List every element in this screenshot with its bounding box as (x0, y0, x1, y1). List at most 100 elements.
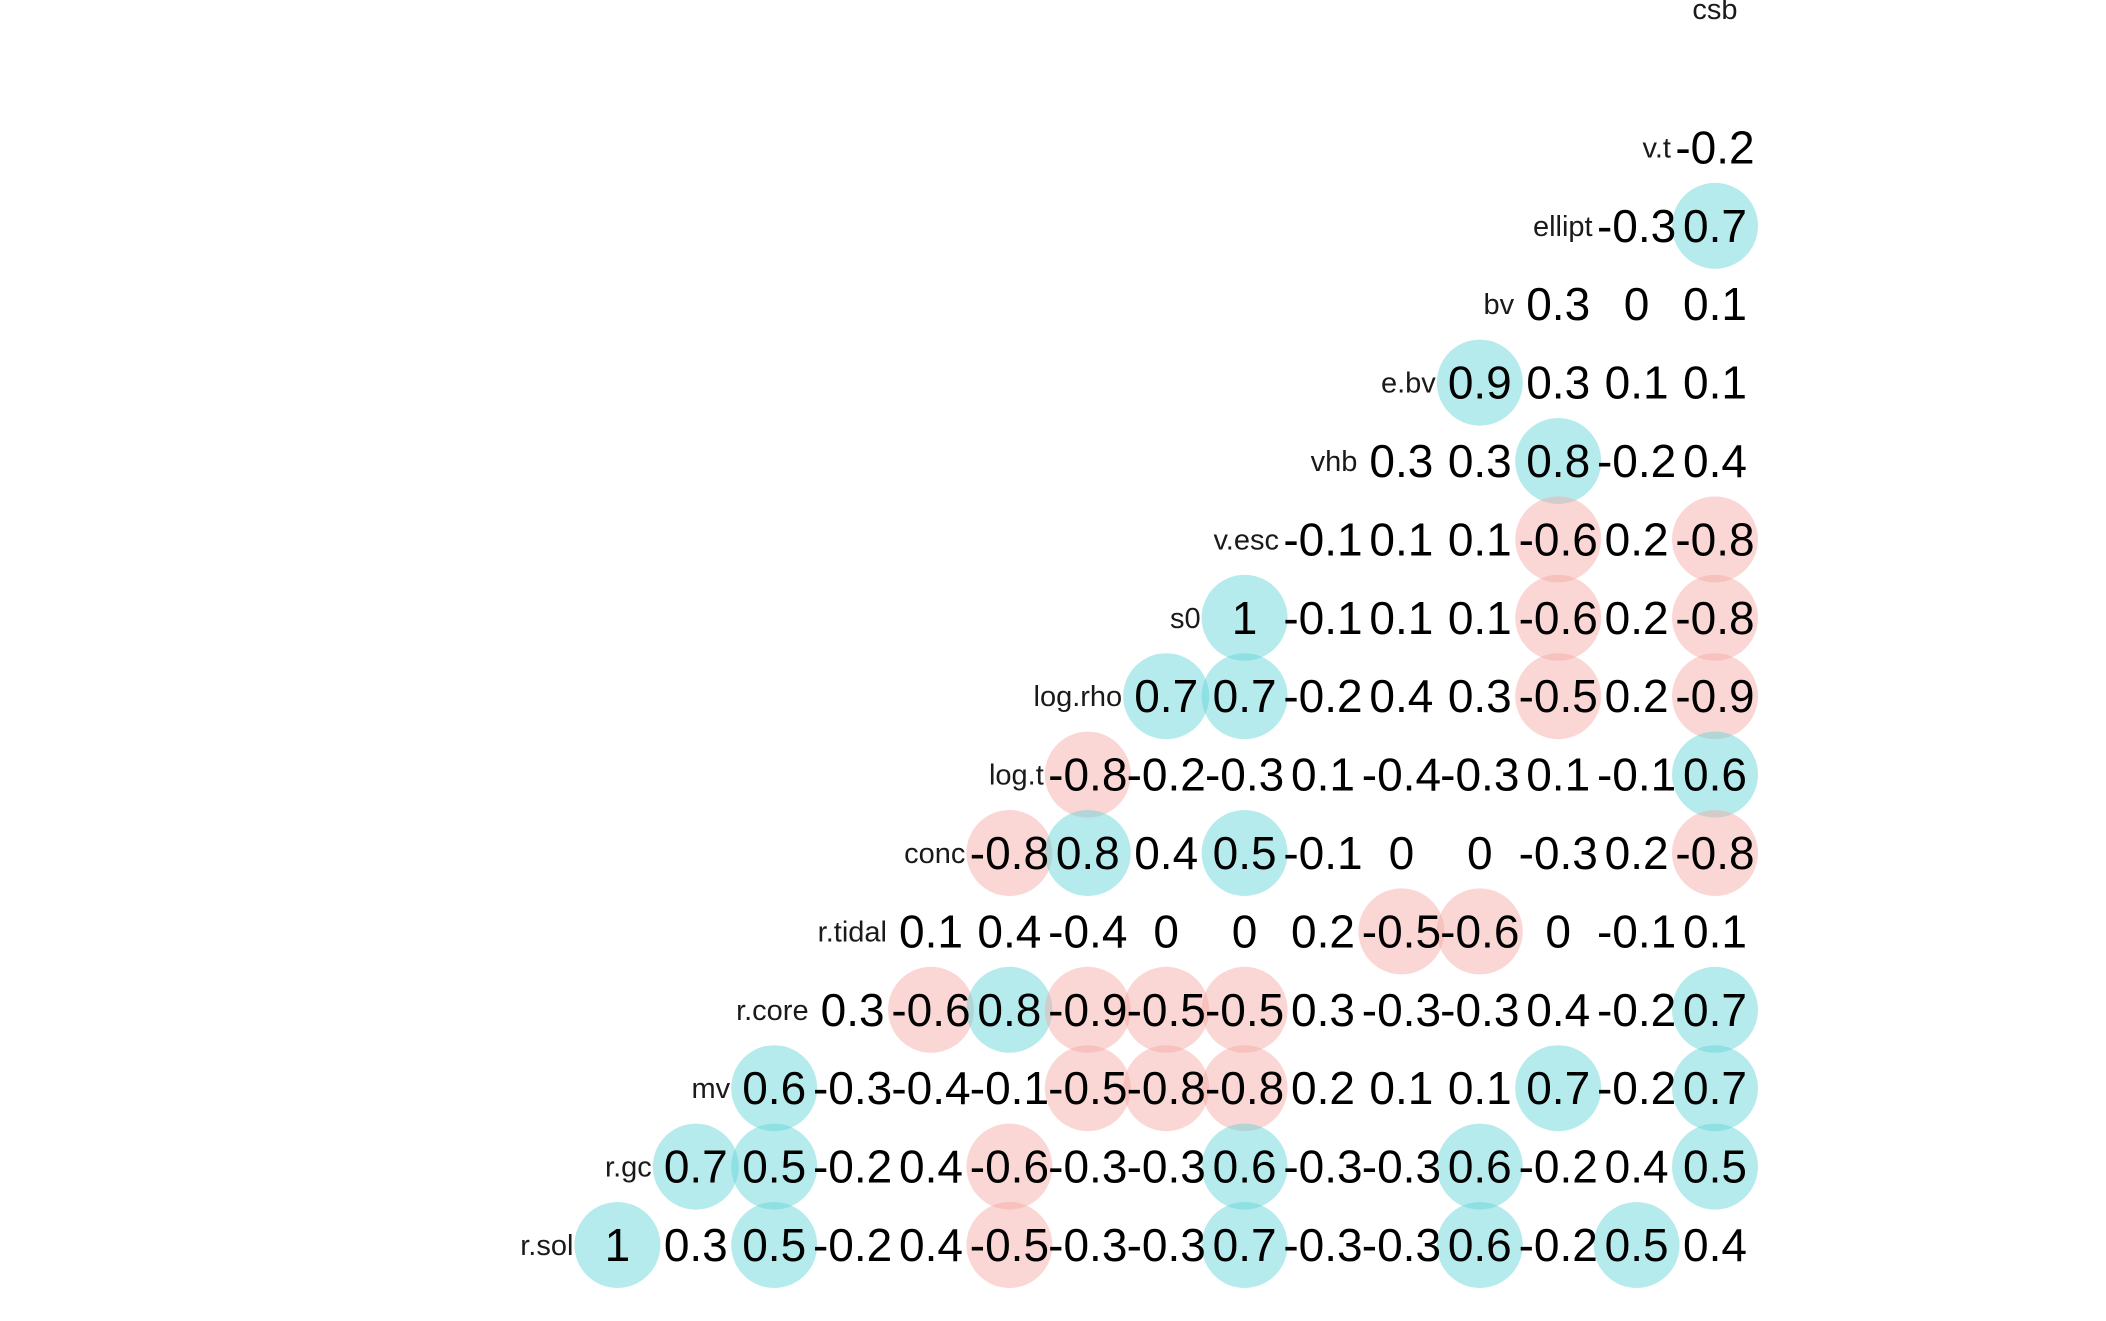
correlation-value: 0.7 (1134, 670, 1198, 722)
correlation-circle (1044, 966, 1131, 1053)
correlation-value: -0.4 (891, 1062, 970, 1114)
correlation-value: -0.3 (1127, 1219, 1206, 1271)
correlation-value: -0.2 (1519, 1219, 1598, 1271)
correlation-circle (1672, 966, 1758, 1053)
correlation-circle (1201, 966, 1288, 1053)
correlation-value: -0.3 (1519, 827, 1598, 879)
correlation-circle (1201, 1202, 1288, 1288)
correlation-value: 0.1 (1526, 749, 1590, 801)
correlation-value: 0.4 (1683, 435, 1747, 487)
correlation-value: -0.9 (1675, 670, 1754, 722)
correlation-value: -0.5 (1519, 670, 1598, 722)
correlation-circle (1515, 418, 1602, 504)
correlation-value: 0.3 (1526, 357, 1590, 409)
correlation-value: 0.9 (1448, 357, 1512, 409)
correlation-circle (1358, 888, 1445, 975)
row-label-r-gc: r.gc (605, 1152, 652, 1184)
correlation-value: 0.3 (1448, 435, 1512, 487)
correlation-value: 0.3 (1448, 670, 1512, 722)
correlation-value: -0.6 (1519, 592, 1598, 644)
correlation-value: 0.6 (1448, 1219, 1512, 1271)
row-label-v-t: v.t (1643, 132, 1671, 164)
correlation-value: -0.3 (1283, 1219, 1362, 1271)
correlation-value: 0.1 (1291, 749, 1355, 801)
correlation-value: 0.8 (1526, 435, 1590, 487)
row-label-csb: csb (1692, 0, 1737, 26)
correlation-circle (1593, 1202, 1680, 1288)
correlation-value: 0.1 (1683, 278, 1747, 330)
correlation-value: -0.3 (1205, 749, 1284, 801)
correlation-value: -0.1 (1283, 592, 1362, 644)
correlation-value: 0.4 (899, 1141, 963, 1193)
correlation-value: -0.8 (970, 827, 1049, 879)
correlation-value: 0.1 (1369, 592, 1433, 644)
correlation-value: 0.2 (1605, 513, 1669, 565)
correlation-value: -0.5 (1362, 905, 1441, 957)
correlation-circle (1123, 966, 1210, 1053)
correlation-value: 0.7 (1683, 1062, 1747, 1114)
correlation-circle (1436, 1202, 1523, 1288)
correlation-circle (1123, 653, 1210, 740)
correlation-circle (1672, 731, 1758, 818)
correlation-value: 0.2 (1605, 827, 1669, 879)
correlation-value: 0.1 (1369, 513, 1433, 565)
correlation-value: -0.5 (1205, 984, 1284, 1036)
correlation-value: -0.3 (1283, 1141, 1362, 1193)
correlation-value: 0 (1232, 905, 1258, 957)
correlation-value: -0.2 (1519, 1141, 1598, 1193)
correlation-circle (731, 1202, 818, 1288)
correlation-value: 0.1 (1448, 1062, 1512, 1114)
correlation-value: -0.8 (1675, 827, 1754, 879)
correlation-value: 0.3 (664, 1219, 728, 1271)
row-label-bv: bv (1484, 289, 1515, 321)
correlation-value: 0 (1467, 827, 1493, 879)
row-label-r-core: r.core (736, 995, 809, 1027)
correlation-values: -0.2-0.3 0.70.3 0 0.10.9 0.3 0.1 0.10.3 0.3 0.8-… (605, 121, 1755, 1271)
correlation-value: 0.3 (1291, 984, 1355, 1036)
row-label-e-bv: e.bv (1381, 368, 1436, 400)
correlation-value: -0.2 (1597, 1062, 1676, 1114)
correlation-value: 0.1 (899, 905, 963, 957)
row-label-mv: mv (692, 1073, 731, 1105)
correlation-circle (1201, 1045, 1288, 1132)
correlation-value: 0.2 (1291, 1062, 1355, 1114)
correlation-circle (1044, 1045, 1131, 1132)
correlation-circle (1436, 1123, 1523, 1210)
correlation-value: -0.6 (1440, 905, 1519, 957)
correlation-value: 0.2 (1605, 592, 1669, 644)
correlation-value: -0.4 (1362, 749, 1441, 801)
correlation-circle (1201, 653, 1288, 740)
correlation-value: 0.2 (1605, 670, 1669, 722)
correlation-circle (731, 1123, 818, 1210)
row-label-r-tidal: r.tidal (818, 916, 887, 948)
correlation-value: 0.6 (1683, 749, 1747, 801)
correlation-value: 0 (1624, 278, 1650, 330)
correlation-circle (1201, 1123, 1288, 1210)
correlation-value: 0.1 (1448, 513, 1512, 565)
correlation-value: 0.1 (1369, 1062, 1433, 1114)
correlation-value: 0.7 (1526, 1062, 1590, 1114)
row-label-log-rho: log.rho (1034, 681, 1123, 713)
correlation-value: -0.1 (970, 1062, 1049, 1114)
correlation-circle (652, 1123, 739, 1210)
row-label-ellipt: ellipt (1533, 211, 1593, 243)
correlation-value: -0.3 (1127, 1141, 1206, 1193)
correlation-circles (574, 182, 1758, 1288)
correlation-circle (1672, 1045, 1758, 1132)
correlation-value: 0.8 (1056, 827, 1120, 879)
correlation-value: -0.8 (1127, 1062, 1206, 1114)
correlation-value: -0.3 (1440, 749, 1519, 801)
correlation-value: -0.1 (1597, 905, 1676, 957)
correlation-value: 0.4 (1605, 1141, 1669, 1193)
correlation-value: 0.4 (1369, 670, 1433, 722)
correlation-value: 0.4 (1134, 827, 1198, 879)
correlation-value: 0.5 (1683, 1141, 1747, 1193)
correlation-value: -0.3 (1048, 1219, 1127, 1271)
correlation-value: 1 (605, 1219, 631, 1271)
correlation-value: 0.7 (1213, 670, 1277, 722)
correlation-value: -0.3 (1597, 200, 1676, 252)
correlation-circle (1672, 1123, 1758, 1210)
correlation-value: -0.5 (1127, 984, 1206, 1036)
correlation-value: -0.8 (1048, 749, 1127, 801)
